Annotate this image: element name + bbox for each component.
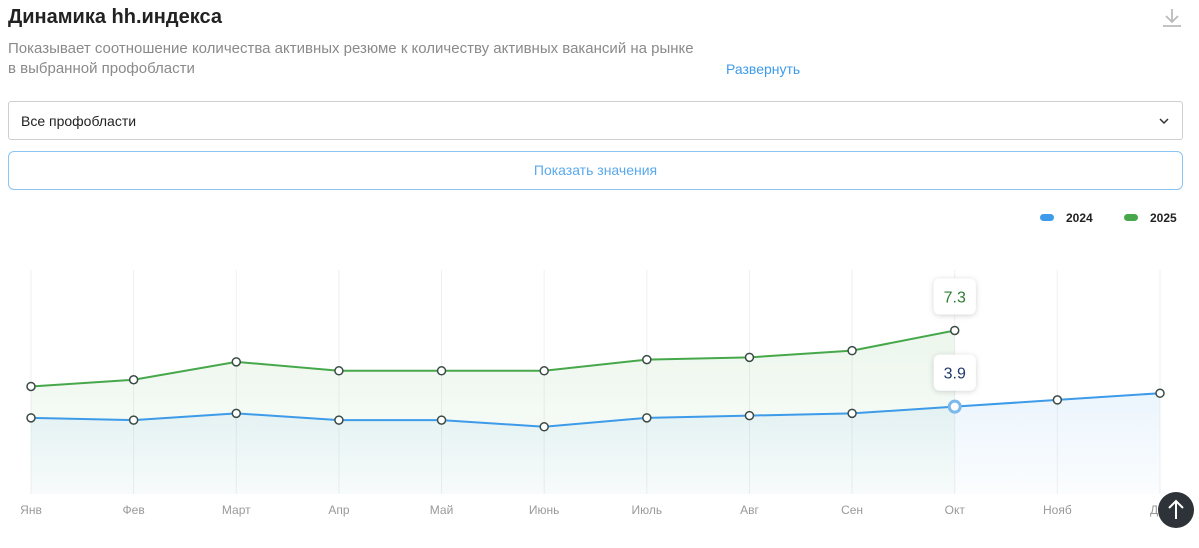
line — [30, 392, 1161, 428]
legend-label: 2025 — [1150, 211, 1177, 225]
point — [231, 408, 242, 419]
point — [26, 381, 36, 392]
point — [744, 352, 755, 363]
title: Динамика hh.индекса — [8, 6, 222, 28]
x-tick-label: Июнь — [529, 503, 560, 517]
description: в выбранной профобласти — [8, 60, 195, 77]
point — [436, 415, 447, 425]
legend-swatch — [1124, 214, 1138, 221]
expand-link[interactable]: Развернуть — [726, 61, 801, 77]
point — [1155, 388, 1165, 398]
x-tick-label: Май — [430, 503, 454, 517]
point — [642, 354, 652, 365]
point — [847, 345, 857, 356]
x-tick-label: Окт — [945, 503, 966, 517]
x-tick-label: Янв — [20, 503, 42, 517]
legend-swatch — [1040, 214, 1054, 221]
show-values-button[interactable]: Показать значения — [8, 151, 1183, 190]
point — [947, 399, 962, 414]
point — [436, 366, 447, 376]
legend-label: 2024 — [1066, 211, 1093, 225]
point — [334, 366, 344, 376]
dropdown-value: Все профобласти — [21, 113, 137, 129]
data-label: 7.3 — [944, 289, 966, 306]
description: Показывает соотношение количества активн… — [8, 40, 694, 57]
x-tick-label: Апр — [328, 503, 350, 517]
point — [539, 422, 549, 432]
tooltip: 3.9 — [933, 354, 976, 391]
point — [231, 357, 242, 367]
point — [1052, 395, 1063, 405]
x-tick-label: Авг — [740, 503, 759, 517]
point — [744, 410, 755, 421]
data-label: 3.9 — [944, 366, 966, 383]
point — [26, 413, 36, 423]
point — [334, 415, 344, 425]
point — [128, 375, 139, 385]
download-icon[interactable] — [1160, 6, 1184, 30]
chevron — [1159, 118, 1169, 125]
scroll-top-button[interactable] — [1158, 492, 1194, 528]
point — [539, 366, 549, 376]
line — [30, 329, 955, 388]
point — [128, 415, 139, 425]
tooltip-box — [933, 278, 976, 315]
point — [949, 325, 960, 336]
x-tick-label: Июль — [632, 503, 663, 517]
x-tick-label: Фев — [123, 503, 145, 517]
tooltip-box — [933, 354, 976, 391]
x-tick-label: Сен — [841, 503, 863, 517]
x-tick-label: Март — [222, 503, 251, 517]
point — [642, 413, 652, 423]
area-fill — [31, 330, 955, 494]
x-tick-label: Нояб — [1043, 503, 1072, 517]
tooltip: 7.3 — [933, 278, 976, 315]
dropdown[interactable]: Все профобласти — [8, 101, 1183, 140]
point — [847, 408, 857, 419]
